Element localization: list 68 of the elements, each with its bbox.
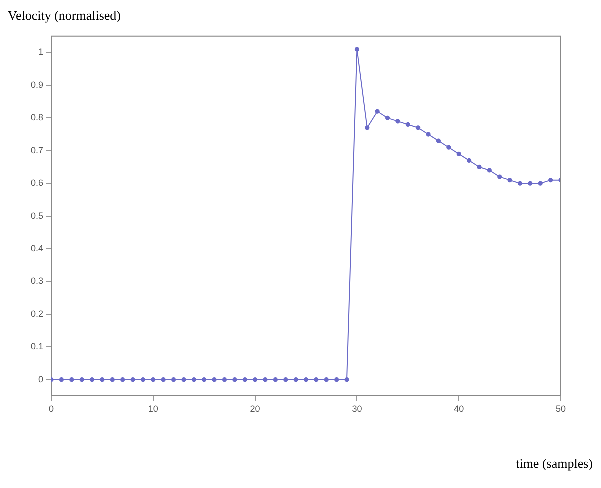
point — [222, 378, 228, 382]
y-tick-label: 0.7 — [30, 145, 44, 156]
point — [334, 378, 340, 382]
x-tick-label: 20 — [250, 404, 260, 414]
x-tick-label: 30 — [352, 404, 362, 414]
point — [273, 378, 278, 382]
point — [90, 378, 95, 382]
y-tick-label: 0.3 — [30, 276, 44, 286]
point — [518, 181, 523, 186]
point — [120, 378, 126, 382]
point — [70, 378, 74, 382]
point — [365, 126, 370, 130]
point — [375, 109, 380, 114]
point — [487, 168, 492, 173]
y-tick-label: 0.8 — [30, 112, 44, 123]
y-tick-label: 0.9 — [30, 80, 44, 90]
point — [151, 378, 156, 382]
point — [456, 152, 462, 156]
point — [314, 378, 319, 382]
x-tick-label: 0 — [49, 404, 54, 414]
point — [466, 158, 472, 163]
point — [436, 138, 442, 144]
y-tick-label: 0.6 — [30, 178, 44, 188]
point — [202, 378, 207, 382]
point — [182, 378, 186, 382]
point — [294, 378, 298, 382]
point — [171, 378, 176, 382]
point — [130, 378, 136, 382]
y-tick-label: 0.4 — [30, 243, 44, 254]
y-tick-label: 0.2 — [30, 308, 44, 319]
y-tick-label: 0.5 — [30, 210, 44, 221]
point — [538, 181, 543, 186]
x-tick-label: 10 — [148, 404, 158, 414]
point — [385, 116, 390, 120]
point — [80, 378, 84, 382]
point — [304, 378, 309, 382]
point — [396, 119, 400, 124]
point — [59, 378, 64, 382]
point — [212, 378, 217, 382]
point — [192, 378, 196, 382]
point — [232, 378, 238, 382]
y-axis-title: Velocity (normalised) — [8, 8, 121, 24]
point — [508, 178, 512, 183]
point — [284, 378, 288, 382]
point — [426, 132, 431, 137]
point — [528, 181, 533, 186]
y-tick-label: 0 — [38, 374, 44, 384]
point — [161, 378, 166, 382]
point — [477, 164, 482, 170]
point — [446, 145, 452, 150]
point — [354, 47, 360, 52]
point — [406, 122, 410, 128]
y-tick-label: 0.1 — [30, 342, 44, 352]
point — [140, 378, 146, 382]
x-axis-title: time (samples) — [516, 456, 593, 472]
y-tick-label: 1 — [38, 47, 44, 58]
point — [110, 378, 115, 382]
point — [263, 378, 268, 382]
x-tick-label: 40 — [454, 404, 464, 414]
point — [242, 378, 248, 382]
point — [100, 378, 105, 382]
point — [416, 126, 421, 130]
point — [253, 378, 258, 382]
point — [548, 178, 554, 183]
point — [498, 174, 502, 180]
point — [324, 378, 329, 382]
x-tick-label: 50 — [556, 404, 566, 414]
point — [344, 378, 350, 382]
